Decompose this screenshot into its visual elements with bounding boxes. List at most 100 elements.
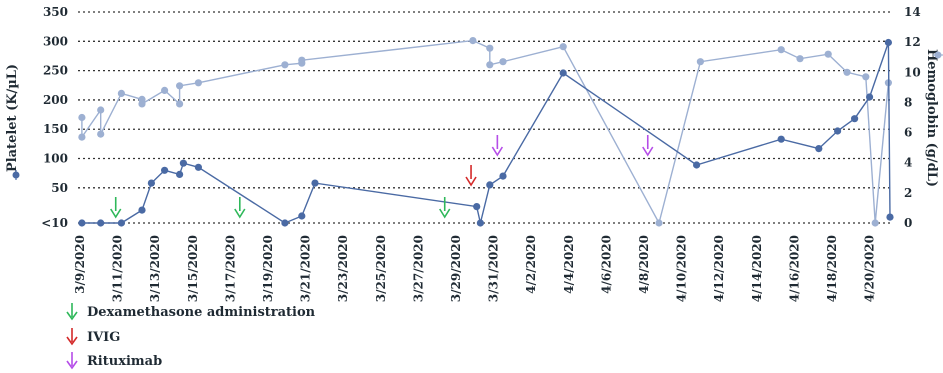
y-tick-label-right: 10 [904,65,921,79]
annotation-arrow-icon [110,208,122,219]
x-tick-label: 4/6/2020 [599,235,613,294]
x-tick-label: 4/18/2020 [825,235,839,302]
annotation-arrow-icon [439,208,451,219]
y-tick-label-left: <10 [41,216,68,230]
x-ticks: 3/9/2020 3/11/2020 3/13/2020 3/15/2020 3/17/… [73,235,877,302]
hemoglobin-point [78,133,86,141]
hemoglobin-point [796,55,804,63]
x-tick-label: 3/27/2020 [411,235,425,302]
hemoglobin-point [559,43,567,51]
y-ticks-right: 0 2 4 6 8 10 12 14 [904,5,921,230]
x-tick-label: 4/14/2020 [750,235,764,302]
x-tick-label: 3/23/2020 [336,235,350,302]
x-tick-label: 4/4/2020 [562,235,576,294]
hemoglobin-point [97,106,105,114]
hemoglobin-point [176,82,184,90]
annotation-arrow-icon [465,176,477,187]
annotation-arrow-icon [234,208,246,219]
hemoglobin-point [862,73,870,81]
x-tick-label: 3/29/2020 [449,235,463,302]
platelet-point [97,219,105,227]
y-tick-label-right: 14 [904,5,921,19]
x-tick-label: 4/12/2020 [712,235,726,302]
hemoglobin-point [138,100,146,108]
x-tick-label: 4/2/2020 [524,235,538,294]
platelet-point [311,179,319,187]
hemoglobin-point [824,50,832,58]
hemoglobin-point [843,68,851,76]
platelet-point [161,166,169,174]
x-tick-label: 3/13/2020 [148,235,162,302]
platelet-point [476,219,484,227]
hemoglobin-point [469,37,477,45]
hemoglobin-point [871,219,879,227]
hemoglobin-point [298,56,306,64]
x-tick-label: 3/15/2020 [186,235,200,302]
platelet-point [117,219,125,227]
x-tick-label: 3/21/2020 [299,235,313,302]
platelet-point [147,179,155,187]
x-tick-label: 3/31/2020 [487,235,501,302]
platelet-point [499,172,507,180]
legend-arrow-icon [66,336,78,346]
hemoglobin-point [486,44,494,52]
hemoglobin-line [81,39,890,225]
y-tick-label-left: 300 [43,34,68,48]
hemoglobin-point [117,89,125,97]
y-tick-label-right: 8 [904,95,912,109]
hemoglobin-point [655,219,663,227]
y-tick-label-left: 250 [43,64,68,78]
annotations [110,135,654,219]
platelet-point [194,163,202,171]
platelet-point [179,159,187,167]
hemoglobin-point [696,58,705,66]
hemoglobin-point [161,86,169,94]
hemoglobin-point [194,79,202,87]
platelet-point [176,170,184,178]
x-tick-label: 3/9/2020 [73,235,87,294]
platelet-point [78,219,86,227]
legend-arrow-icon [66,311,78,321]
platelet-point [851,115,859,123]
x-tick-label: 3/25/2020 [374,235,388,302]
x-tick-label: 4/10/2020 [675,235,689,302]
series-lines [78,37,894,227]
platelet-point [777,135,785,143]
platelet-point [559,69,567,77]
legend-label: IVIG [87,330,120,345]
hemoglobin-point [78,113,86,122]
platelet-point [866,93,874,101]
x-tick-label: 4/8/2020 [637,235,651,294]
y-axis-right-title: Hemoglobin (g/dL) [924,49,939,187]
legend-label: Rituximab [87,354,162,369]
y-tick-label-right: 6 [904,126,912,140]
platelet-point [815,145,823,153]
platelet-point [298,212,306,220]
platelet-point [693,161,701,169]
grid-lines [78,11,890,224]
platelet-point [138,206,146,214]
legend: Dexamethasone administration IVIG Rituxima… [66,303,316,370]
hemoglobin-point [97,130,105,138]
y-tick-label-right: 0 [904,216,912,230]
annotation-arrow-icon [491,146,504,157]
hemoglobin-point [176,100,184,108]
hemoglobin-point [281,61,289,69]
x-tick-label: 3/19/2020 [261,235,275,302]
x-tick-label: 3/11/2020 [111,235,125,302]
platelet-point [834,127,842,135]
y-tick-label-left: 200 [43,93,68,107]
annotation-arrow-icon [642,146,654,157]
legend-arrow-icon [66,360,78,370]
y-axis-left-title: Platelet (K/µL) [5,64,20,172]
platelet-point [884,38,893,47]
y-tick-label-left: 50 [51,181,68,195]
legend-label: Dexamethasone administration [87,305,316,320]
platelet-point [886,213,894,221]
x-tick-label: 3/17/2020 [223,235,237,302]
x-tick-label: 4/16/2020 [787,235,801,302]
platelet-line [81,42,891,224]
y-tick-label-left: 150 [43,122,68,136]
y-tick-label-right: 4 [904,156,912,170]
